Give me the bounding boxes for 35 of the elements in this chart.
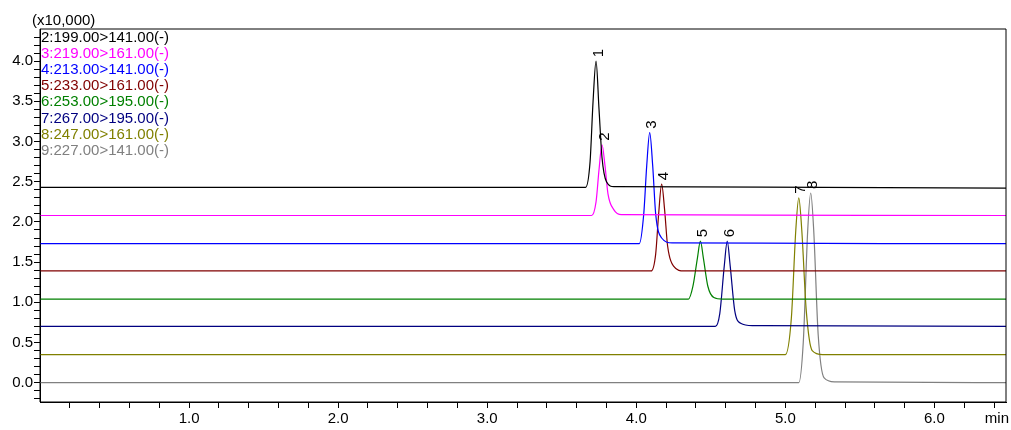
y-tick-label: 1.0 [12,292,33,310]
line-series [40,240,1006,328]
x-axis-title: min [984,408,1009,426]
text: 7:267.00>195.00(-) [41,108,170,126]
annotation: 2 [594,132,612,141]
annotation: 6 [719,228,737,238]
annotation: 1 [588,48,606,58]
line-series [40,144,1006,217]
x-tick-label: 6.0 [924,409,945,427]
y-tick-label: 2.0 [12,212,33,230]
line-series [40,183,1006,272]
x-tick-label: 5.0 [774,409,796,427]
x-tick-label: 3.0 [476,409,498,427]
y-axis-title: (x10,000) [32,10,96,28]
text: 6:253.00>195.00(-) [41,92,170,110]
annotation: 4 [654,171,672,181]
text: 4:213.00>141.00(-) [41,60,170,78]
text: 9:227.00>141.00(-) [41,141,170,159]
y-tick-label: 0.0 [12,372,33,390]
x-tick-label: 1.0 [178,409,200,427]
line-series [40,197,1006,356]
line-series [40,192,1006,384]
x-tick-label: 2.0 [327,409,349,427]
y-tick-label: 2.5 [12,171,33,189]
line-series [40,240,1006,300]
text: 5:233.00>161.00(-) [41,76,170,94]
x-tick-label: 4.0 [625,409,647,427]
y-tick-label: 3.0 [12,131,33,149]
annotation: 3 [642,120,660,129]
y-tick-label: 4.0 [12,51,33,69]
y-tick-label: 0.5 [12,332,33,350]
text: 2:199.00>141.00(-) [41,27,170,45]
y-tick-label: 1.5 [12,252,33,270]
y-tick-label: 3.5 [12,91,33,109]
annotation: 5 [693,228,711,238]
